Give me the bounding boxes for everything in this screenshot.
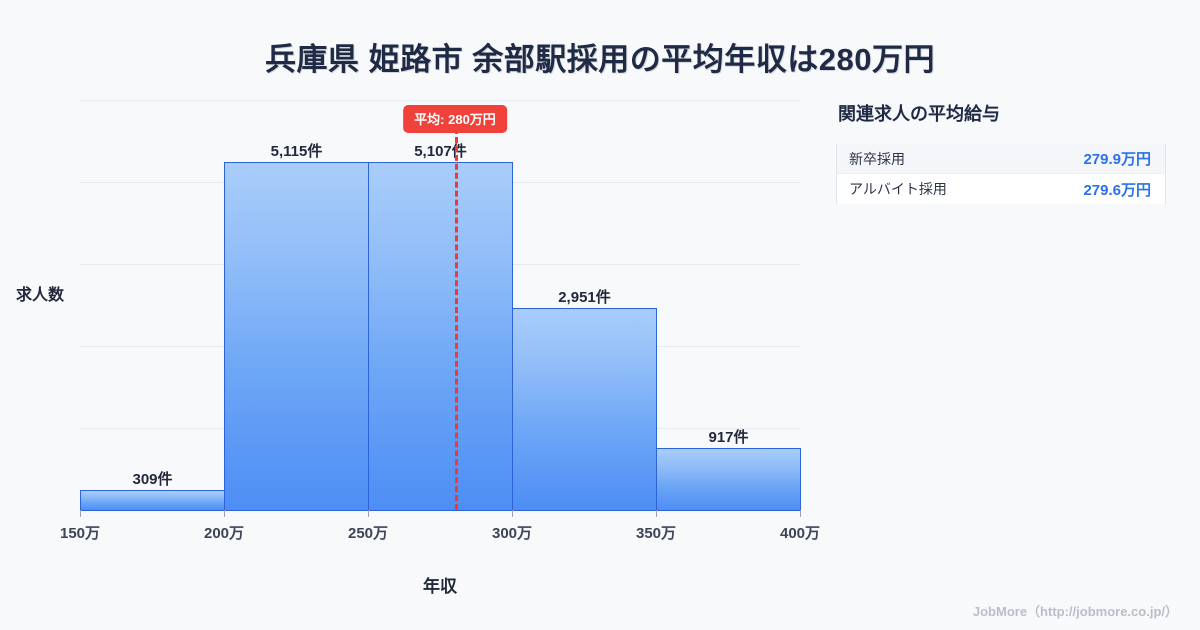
bar-value-label: 2,951件 bbox=[558, 289, 611, 306]
table-row: アルバイト採用 279.6万円 bbox=[837, 174, 1165, 204]
bar-value-label: 5,107件 bbox=[414, 143, 467, 160]
bar-200-250 bbox=[224, 162, 369, 511]
x-tick-label: 350万 bbox=[635, 525, 677, 542]
salary-table: 新卒採用 279.9万円 アルバイト採用 279.6万円 bbox=[836, 144, 1166, 204]
bar-value-label: 917件 bbox=[708, 429, 749, 446]
x-tick-label: 400万 bbox=[779, 525, 821, 542]
row-label: アルバイト採用 bbox=[849, 181, 947, 197]
row-value: 279.6万円 bbox=[1083, 181, 1151, 199]
row-label: 新卒採用 bbox=[849, 150, 905, 167]
row-value: 279.9万円 bbox=[1083, 151, 1151, 168]
bar-300-350 bbox=[512, 308, 657, 511]
bar-value-label: 309件 bbox=[132, 471, 173, 488]
x-tick-label: 200万 bbox=[203, 525, 245, 542]
x-tick-label: 300万 bbox=[491, 525, 533, 542]
x-tick bbox=[800, 510, 801, 517]
bar-350-400 bbox=[656, 448, 801, 511]
table-row: 新卒採用 279.9万円 bbox=[837, 144, 1165, 174]
mean-badge: 平均: 280万円 bbox=[403, 105, 507, 133]
x-tick-label: 250万 bbox=[347, 525, 389, 542]
bar-250-300 bbox=[368, 162, 513, 511]
x-tick bbox=[80, 510, 81, 517]
x-tick bbox=[224, 510, 225, 517]
gridline bbox=[80, 100, 800, 101]
panel-heading: 関連求人の平均給与 bbox=[838, 104, 1000, 124]
mean-line bbox=[455, 128, 458, 510]
x-axis-label: 年収 bbox=[423, 577, 457, 596]
y-axis-label: 求人数 bbox=[16, 287, 65, 304]
x-tick-label: 150万 bbox=[59, 525, 101, 542]
bar-150-200 bbox=[80, 490, 225, 511]
x-tick bbox=[368, 510, 369, 517]
page-title: 兵庫県 姫路市 余部駅採用の平均年収は280万円 bbox=[265, 42, 935, 77]
related-salary-panel: 関連求人の平均給与 新卒採用 279.9万円 アルバイト採用 279.6万円 bbox=[836, 100, 1166, 204]
bar-value-label: 5,115件 bbox=[270, 143, 323, 160]
x-tick bbox=[656, 510, 657, 517]
x-tick bbox=[512, 510, 513, 517]
footer-attribution: JobMore（http://jobmore.co.jp/） bbox=[972, 604, 1178, 619]
